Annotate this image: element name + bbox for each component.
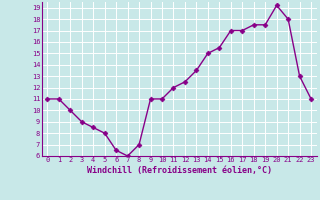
X-axis label: Windchill (Refroidissement éolien,°C): Windchill (Refroidissement éolien,°C) [87, 166, 272, 175]
